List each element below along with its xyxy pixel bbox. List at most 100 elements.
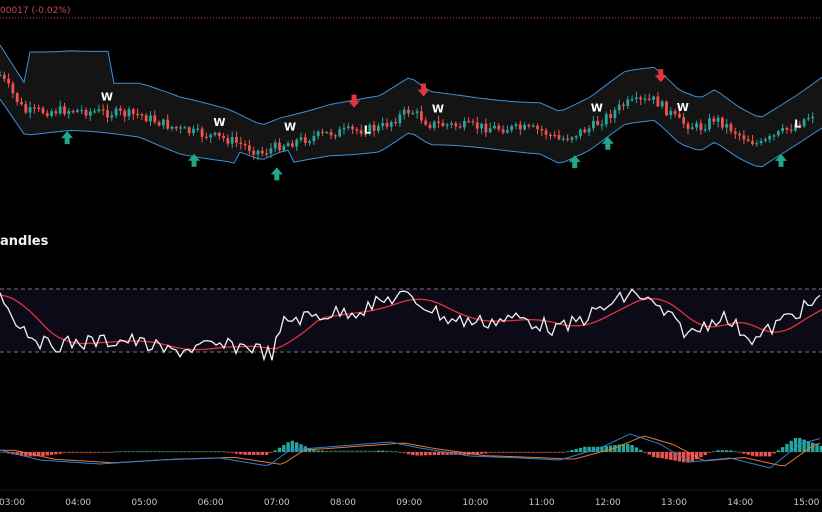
candle-body <box>209 134 213 138</box>
candle <box>527 123 531 129</box>
x-tick-label: 07:00 <box>264 498 290 508</box>
candle <box>402 106 406 120</box>
candle-body <box>114 108 118 116</box>
candle-body <box>28 107 32 113</box>
macd-histogram-bar <box>462 452 467 455</box>
candle-body <box>759 140 763 144</box>
sell-arrow-icon <box>348 94 361 108</box>
candle-body <box>37 107 41 109</box>
candle <box>196 123 200 133</box>
macd-histogram-bar <box>312 450 316 452</box>
candle-body <box>119 108 122 111</box>
macd-histogram-bar <box>144 450 148 452</box>
macd-histogram-bar <box>58 452 62 454</box>
macd-histogram-bar <box>720 450 725 452</box>
macd-histogram-bar <box>789 440 793 452</box>
candle-body <box>544 130 548 135</box>
candle-body <box>15 93 19 103</box>
candle <box>686 121 690 135</box>
candle <box>772 133 776 141</box>
candle <box>372 120 376 137</box>
candle-body <box>432 121 436 128</box>
candle-body <box>501 129 505 133</box>
candle <box>351 124 354 134</box>
candle-body <box>510 126 514 131</box>
candle-body <box>398 114 402 124</box>
x-tick-label: 14:00 <box>727 498 753 508</box>
candle <box>179 124 182 134</box>
candle <box>712 115 716 125</box>
candle <box>566 134 569 142</box>
candle <box>217 131 221 140</box>
macd-histogram-bar <box>260 452 264 455</box>
macd-histogram-bar <box>742 452 746 454</box>
candle-body <box>7 78 10 84</box>
macd-histogram-bar <box>62 452 67 454</box>
candle <box>58 100 62 116</box>
macd-histogram-bar <box>393 451 398 452</box>
candle <box>209 133 213 143</box>
candle-body <box>716 117 720 122</box>
candle-body <box>170 126 174 129</box>
candle-body <box>682 117 686 124</box>
candle <box>248 139 251 155</box>
candle-body <box>149 115 152 122</box>
signal-w-label: W <box>432 102 444 115</box>
macd-histogram-bar <box>269 452 273 454</box>
candle-body <box>243 143 247 146</box>
candle <box>316 129 320 140</box>
candle-body <box>712 118 716 122</box>
macd-histogram-bar <box>325 450 329 452</box>
candle-body <box>338 129 342 137</box>
macd-histogram-bar <box>535 452 540 453</box>
candle-body <box>450 123 453 125</box>
x-tick-label: 03:00 <box>0 498 25 508</box>
candle-body <box>445 124 449 126</box>
candle <box>497 122 501 132</box>
candle-body <box>785 127 789 130</box>
macd-histogram-bar <box>608 445 613 452</box>
candle <box>295 137 299 151</box>
buy-arrow-icon <box>270 167 283 181</box>
macd-histogram-bar <box>755 452 759 457</box>
candle-body <box>325 132 329 134</box>
candle <box>587 125 591 137</box>
candle-body <box>136 113 139 116</box>
candle <box>174 125 178 132</box>
candle-body <box>441 122 445 126</box>
candle <box>738 131 741 141</box>
candle <box>635 91 638 104</box>
macd-histogram-bar <box>389 450 393 452</box>
candle-body <box>50 111 53 116</box>
macd-line <box>0 433 821 469</box>
macd-histogram-bar <box>131 450 135 452</box>
macd-histogram-bar <box>682 452 686 463</box>
candle-body <box>200 128 204 137</box>
candle <box>200 125 204 143</box>
macd-histogram-bar <box>484 452 488 454</box>
candle-body <box>656 96 660 107</box>
candle <box>441 119 445 128</box>
candle-body <box>282 145 286 151</box>
candle <box>299 132 303 143</box>
macd-histogram-bar <box>256 452 260 455</box>
candle <box>531 123 535 128</box>
candle <box>33 104 36 114</box>
candle-body <box>660 101 664 107</box>
macd-histogram-bar <box>282 445 286 452</box>
macd-histogram-bar <box>342 450 346 452</box>
macd-histogram-bar <box>475 452 479 455</box>
candle-body <box>45 112 49 116</box>
candle <box>187 125 191 137</box>
candle <box>106 104 109 123</box>
candle-body <box>265 153 268 155</box>
buy-arrow-icon <box>601 136 614 150</box>
candle <box>394 118 397 126</box>
candle <box>596 116 600 127</box>
candle <box>136 108 139 119</box>
candle-body <box>776 131 780 136</box>
candle <box>484 118 488 137</box>
candle <box>579 128 582 140</box>
macd-histogram-bar <box>763 452 768 457</box>
